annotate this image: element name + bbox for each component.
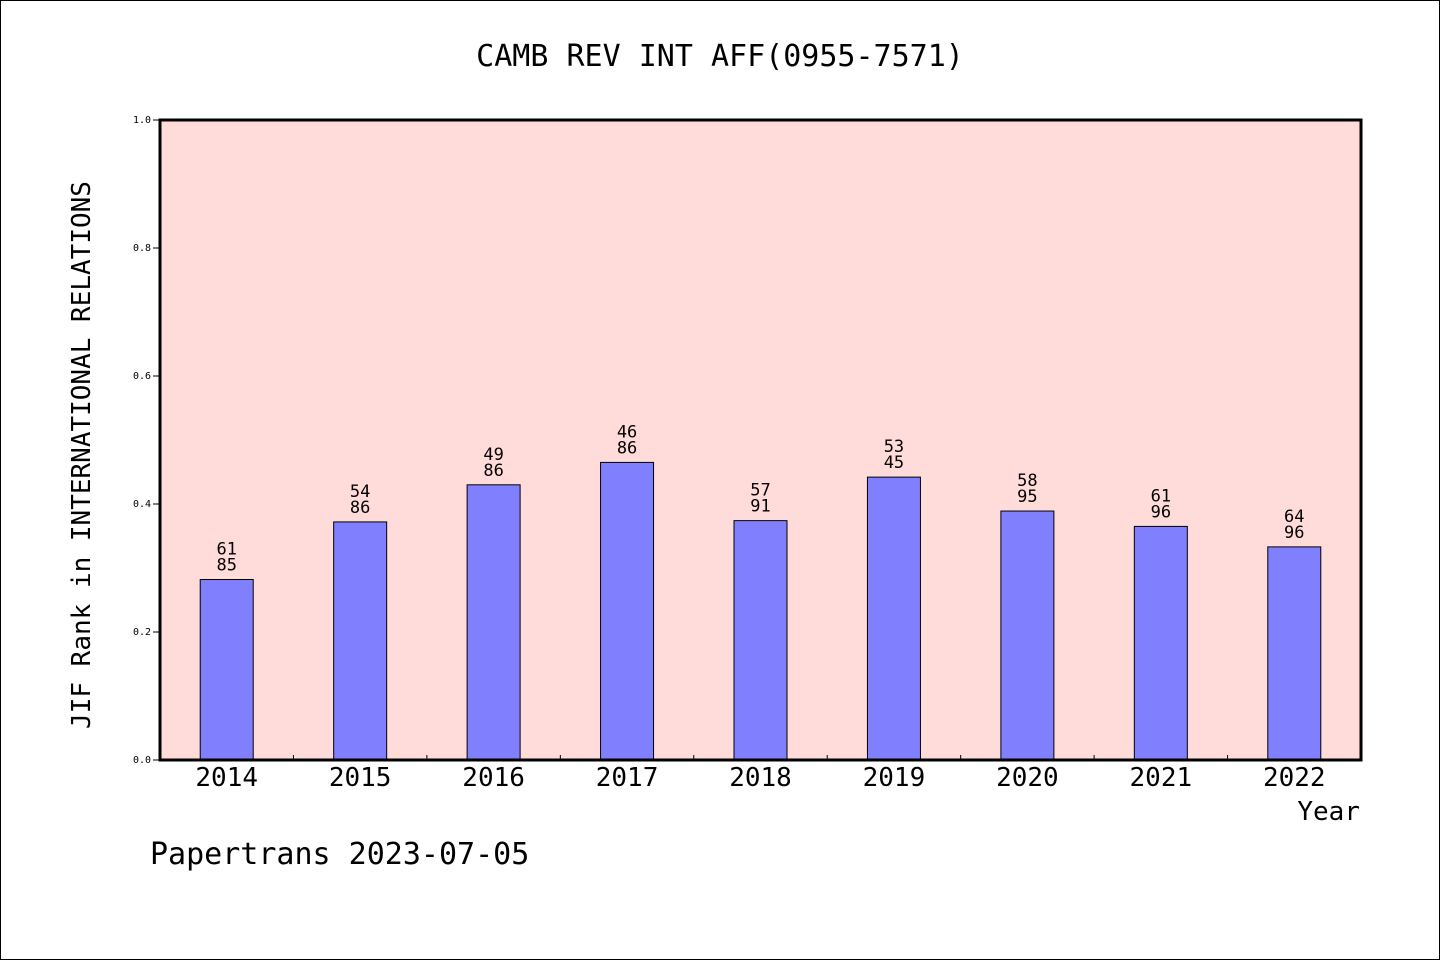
bar-label-top: 61 — [1151, 486, 1171, 506]
x-tick-label: 2020 — [996, 763, 1059, 793]
bar-2019 — [866, 476, 921, 761]
bar-label-top: 53 — [884, 437, 904, 457]
bars — [199, 461, 1322, 761]
x-axis-label: Year — [1297, 797, 1360, 827]
bar-label-bottom: 95 — [1017, 487, 1037, 507]
bar-2018 — [733, 520, 788, 761]
bar-label-top: 64 — [1284, 507, 1304, 527]
y-tick-label: 0.4 — [133, 499, 151, 510]
x-axis: 2014 2015 2016 2017 2018 2019 2020 2021 2022 — [195, 755, 1326, 793]
y-tick-label: 0.2 — [133, 627, 151, 638]
bar-label-top: 58 — [1017, 471, 1037, 491]
bar-2017 — [600, 461, 655, 761]
plot-border — [158, 118, 1363, 762]
bar-label-bottom: 96 — [1284, 523, 1304, 543]
bar-label-top: 61 — [216, 540, 236, 560]
x-tick-label: 2018 — [729, 763, 792, 793]
x-tick-label: 2015 — [329, 763, 392, 793]
bar-2022 — [1267, 546, 1322, 761]
y-axis-label: JIF Rank in INTERNATIONAL RELATIONS — [67, 181, 97, 729]
x-tick-label: 2022 — [1263, 763, 1326, 793]
bar-label-bottom: 96 — [1151, 502, 1171, 522]
x-tick-label: 2019 — [863, 763, 926, 793]
watermark: Papertrans 2023-07-05 — [150, 837, 529, 872]
x-tick-label: 2021 — [1130, 763, 1193, 793]
bar-2015 — [333, 521, 388, 761]
y-tick-label: 0.6 — [133, 371, 151, 382]
bar-label-bottom: 91 — [750, 497, 770, 517]
x-tick-label: 2017 — [596, 763, 659, 793]
x-tick-label: 2014 — [195, 763, 258, 793]
y-tick-label: 0.8 — [133, 243, 151, 254]
bar-label-top: 54 — [350, 482, 370, 502]
chart-title: CAMB REV INT AFF(0955-7571) — [476, 39, 964, 74]
bar-label-top: 46 — [617, 422, 637, 442]
y-axis: 0.0 0.2 0.4 0.6 0.8 1.0 — [133, 115, 160, 766]
x-tick-label: 2016 — [462, 763, 525, 793]
bar-label-bottom: 45 — [884, 453, 904, 473]
bar-2020 — [1000, 510, 1055, 761]
bar-label-bottom: 86 — [617, 438, 637, 458]
y-tick-label: 1.0 — [133, 115, 151, 126]
bar-label-top: 49 — [483, 445, 503, 465]
y-tick-label: 0.0 — [133, 755, 151, 766]
bar-label-bottom: 85 — [216, 556, 236, 576]
bar-label-top: 57 — [750, 481, 770, 501]
bar-label-bottom: 86 — [483, 461, 503, 481]
bar-2014 — [199, 579, 254, 761]
bar-label-bottom: 86 — [350, 498, 370, 518]
bar-2016 — [466, 484, 521, 761]
bar-2021 — [1133, 525, 1188, 761]
